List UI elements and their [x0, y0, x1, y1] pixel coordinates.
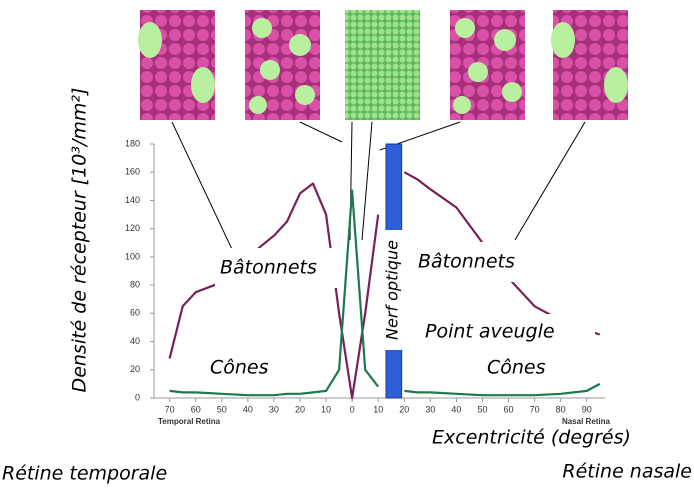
- y-axis-label: Densité de récepteur [10³/mm²]: [69, 88, 91, 393]
- x-tick-label: 10: [321, 404, 331, 414]
- annotation: Point aveugle: [425, 321, 555, 343]
- annotation: Nerf optique: [383, 240, 402, 340]
- x-axis-label: Excentricité (degrés): [432, 427, 631, 449]
- annotation: Bâtonnets: [220, 257, 317, 279]
- y-tick-label: 120: [125, 223, 140, 233]
- axis-note: Nasal Retina: [562, 417, 611, 426]
- y-tick-label: 160: [125, 167, 140, 177]
- x-tick-label: 0: [350, 404, 355, 414]
- x-tick-label: 20: [295, 404, 305, 414]
- annotations: Bâtonnets Bâtonnets Cônes Cônes Nerf opt…: [2, 88, 692, 485]
- annotation: Bâtonnets: [418, 251, 515, 273]
- x-tick-label: 30: [269, 404, 279, 414]
- y-tick-label: 100: [125, 251, 140, 261]
- x-tick-label: 70: [530, 404, 540, 414]
- right-label: Rétine nasale: [562, 461, 692, 483]
- y-tick-label: 20: [130, 364, 140, 374]
- x-tick-label: 80: [556, 404, 566, 414]
- x-tick-label: 60: [191, 404, 201, 414]
- x-tick-label: 50: [217, 404, 227, 414]
- y-tick-label: 0: [135, 392, 140, 402]
- x-tick-label: 70: [165, 404, 175, 414]
- x-tick-label: 30: [425, 404, 435, 414]
- x-tick-label: 40: [451, 404, 461, 414]
- x-tick-label: 90: [582, 404, 592, 414]
- annotation: Cônes: [487, 357, 546, 379]
- x-tick-label: 40: [243, 404, 253, 414]
- axis-note: Temporal Retina: [158, 417, 221, 426]
- annotation: Cônes: [210, 357, 269, 379]
- x-tick-label: 60: [504, 404, 514, 414]
- x-tick-label: 10: [373, 404, 383, 414]
- x-tick-label: 50: [477, 404, 487, 414]
- y-tick-label: 140: [125, 195, 140, 205]
- x-tick-label: 20: [399, 404, 409, 414]
- y-tick-label: 40: [130, 336, 140, 346]
- series-line: [169, 189, 601, 397]
- y-tick-label: 80: [130, 279, 140, 289]
- left-label: Rétine temporale: [2, 463, 167, 485]
- mosaics: [138, 10, 628, 263]
- y-tick-label: 180: [125, 138, 140, 148]
- y-tick-label: 60: [130, 308, 140, 318]
